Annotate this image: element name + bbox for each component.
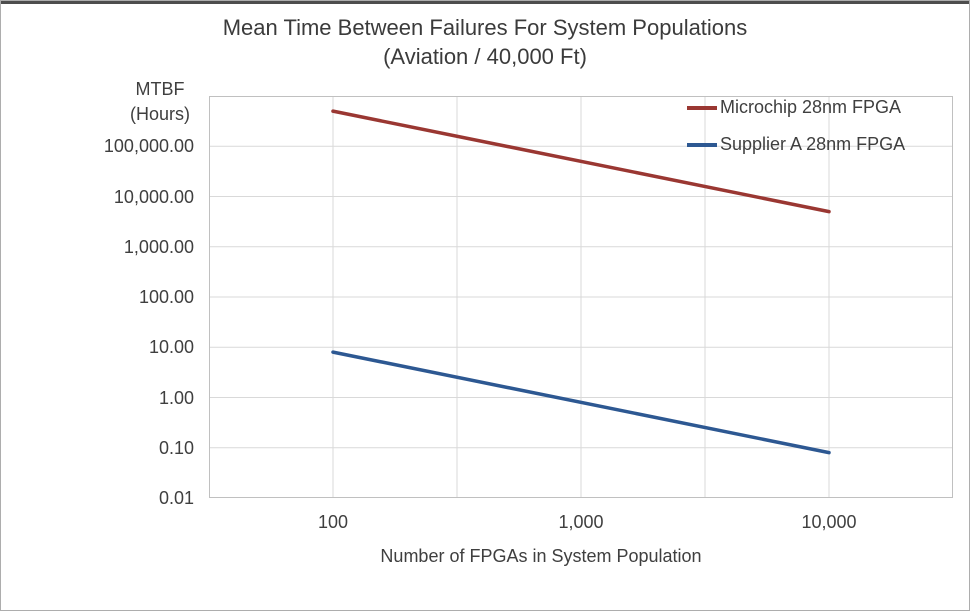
window-top-edge bbox=[1, 1, 969, 4]
y-axis-title: MTBF (Hours) bbox=[100, 77, 220, 127]
legend: Microchip 28nm FPGA Supplier A 28nm FPGA bbox=[687, 96, 905, 170]
y-tick-label: 10,000.00 bbox=[113, 186, 194, 207]
y-tick-label: 1,000.00 bbox=[123, 236, 194, 257]
y-tick-label: 0.10 bbox=[158, 437, 194, 458]
chart-subtitle: (Aviation / 40,000 Ft) bbox=[383, 44, 587, 69]
legend-label: Supplier A 28nm FPGA bbox=[720, 134, 906, 154]
legend-swatch-line bbox=[687, 142, 717, 147]
y-tick-label: 10.00 bbox=[148, 337, 194, 358]
y-tick-label: 100,000.00 bbox=[103, 136, 194, 157]
x-tick-label: 1,000 bbox=[558, 512, 604, 532]
legend-swatch-line bbox=[687, 105, 717, 110]
series-line-0 bbox=[331, 109, 831, 214]
x-axis-title: Number of FPGAs in System Population bbox=[380, 546, 702, 566]
x-tick-label: 10,000 bbox=[801, 512, 857, 532]
y-tick-label: 0.01 bbox=[158, 488, 194, 508]
x-tick-label: 100 bbox=[317, 512, 348, 532]
y-tick-label: 1.00 bbox=[158, 387, 194, 408]
y-axis-title-line1: MTBF bbox=[135, 79, 185, 99]
y-axis-title-line2: (Hours) bbox=[129, 104, 190, 124]
plot-border bbox=[209, 96, 953, 498]
legend-item: Supplier A 28nm FPGA bbox=[687, 133, 905, 156]
title-block: Mean Time Between Failures For System Po… bbox=[1, 13, 969, 71]
legend-item: Microchip 28nm FPGA bbox=[687, 96, 905, 119]
series-line-1 bbox=[331, 350, 831, 455]
legend-label: Microchip 28nm FPGA bbox=[720, 97, 902, 117]
chart-title: Mean Time Between Failures For System Po… bbox=[222, 15, 748, 40]
y-tick-label: 100.00 bbox=[138, 287, 194, 307]
